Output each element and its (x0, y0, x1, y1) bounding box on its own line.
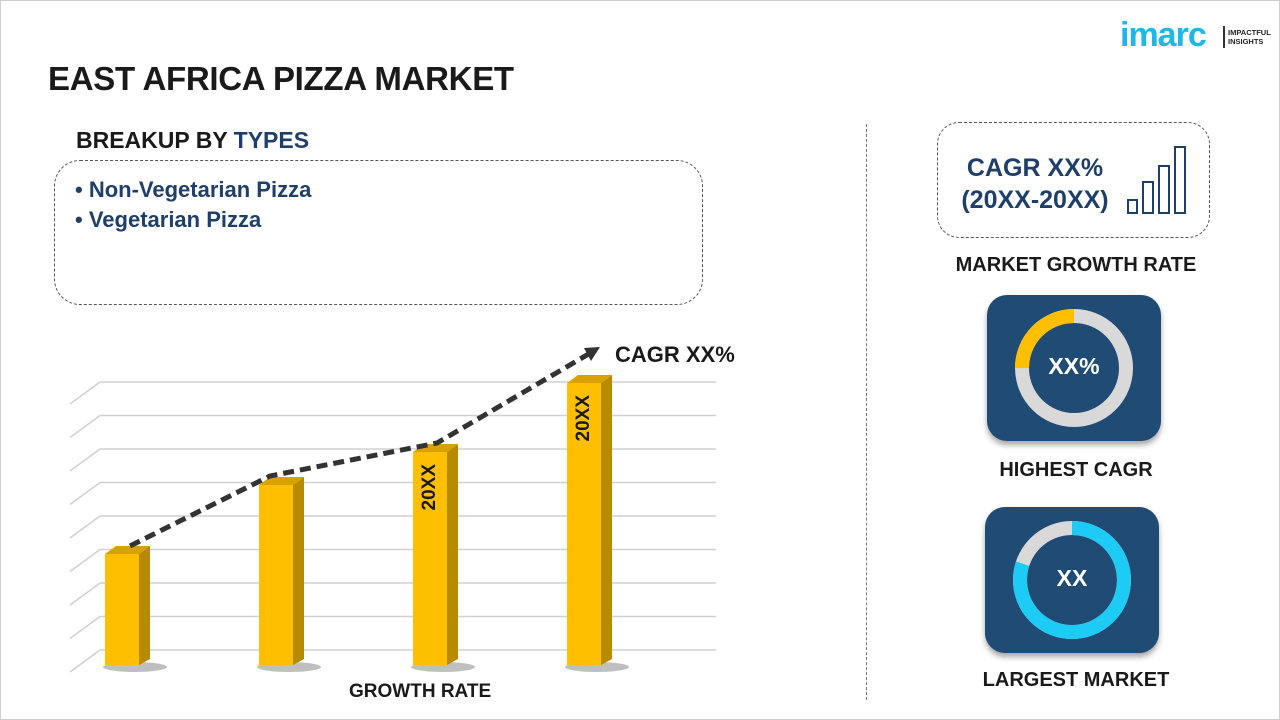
gridline-depth (69, 448, 101, 472)
largest-market-label: LARGEST MARKET (982, 669, 1170, 691)
highest-cagr-card: XX% (987, 295, 1161, 441)
donut-fill (1013, 521, 1131, 639)
trend-cagr-label: CAGR XX% (615, 342, 735, 367)
bar (105, 554, 139, 665)
type-item: Vegetarian Pizza (75, 205, 682, 235)
gridline-depth (69, 615, 101, 640)
gridline-depth (69, 649, 101, 673)
page-title: EAST AFRICA PIZZA MARKET (48, 60, 514, 97)
bar-label: 20XX (419, 464, 440, 511)
type-item: Non-Vegetarian Pizza (75, 175, 682, 205)
trend-arrowhead (584, 347, 600, 361)
donut-fill (1015, 309, 1133, 427)
gridline-depth (69, 548, 101, 573)
cagr-text: CAGR XX% (20XX-20XX) (961, 154, 1109, 214)
breakup-heading: BREAKUP BY TYPES (76, 127, 310, 153)
logo-separator (1223, 26, 1225, 48)
trend-line (128, 349, 594, 549)
bar-side (601, 375, 612, 665)
market-growth-label: MARKET GROWTH RATE (955, 254, 1197, 276)
gridline-depth (69, 515, 101, 539)
bar (567, 383, 601, 665)
growth-chart: 20XX 20XX (69, 347, 716, 673)
gridline-depth (69, 381, 101, 405)
bar-label: 20XX (573, 395, 594, 442)
bar-side (293, 477, 304, 665)
cagr-box (937, 122, 1210, 238)
largest-market-card: XX (985, 507, 1159, 653)
bar-chart-icon (1127, 146, 1186, 214)
bar-top (259, 477, 304, 485)
bar-side (447, 444, 458, 665)
imarc-logo: imarc IMPACTFUL INSIGHTS (1120, 14, 1280, 54)
gridline-depth (69, 414, 101, 439)
bar-top (567, 375, 612, 383)
logo-tagline: IMPACTFUL INSIGHTS (1228, 28, 1271, 46)
donut-chart-icon (1015, 309, 1133, 427)
bar-top (105, 546, 150, 554)
bar (413, 452, 447, 665)
chart-xlabel: GROWTH RATE (349, 681, 492, 702)
highest-cagr-label: HIGHEST CAGR (999, 459, 1153, 481)
logo-word: imarc (1120, 16, 1207, 54)
largest-market-value: XX (1056, 565, 1088, 591)
highest-cagr-value: XX% (1048, 353, 1100, 379)
donut-chart-icon (1013, 521, 1131, 639)
divider (866, 124, 867, 700)
bar-side (139, 546, 150, 665)
gridline-depth (69, 582, 101, 606)
gridline-depth (69, 481, 101, 506)
types-list: Non-Vegetarian Pizza Vegetarian Pizza (54, 160, 703, 305)
bar (259, 485, 293, 665)
